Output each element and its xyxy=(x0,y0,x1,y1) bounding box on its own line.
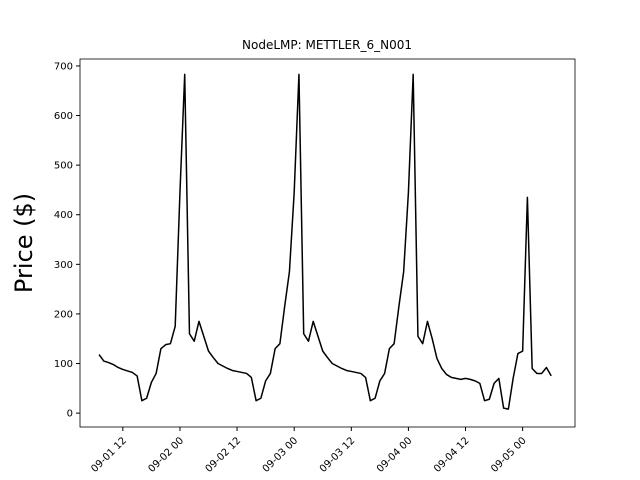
x-tick-label: 09-04 00 xyxy=(375,435,415,475)
x-tick-label: 09-04 12 xyxy=(432,435,472,475)
x-tick-label: 09-05 00 xyxy=(489,435,529,475)
x-tick-label: 09-03 12 xyxy=(318,435,358,475)
x-tick-label: 09-02 12 xyxy=(204,435,244,475)
y-tick-label: 200 xyxy=(54,309,73,320)
y-tick-label: 700 xyxy=(54,61,73,72)
x-tick-label: 09-01 12 xyxy=(89,435,129,475)
price-line xyxy=(98,73,552,410)
y-tick-label: 300 xyxy=(54,260,73,271)
y-tick-label: 400 xyxy=(54,210,73,221)
y-axis-label: Price ($) xyxy=(10,193,38,293)
y-tick-label: 500 xyxy=(54,161,73,172)
axes-frame xyxy=(79,58,576,428)
x-tick-label: 09-02 00 xyxy=(146,435,186,475)
y-tick-label: 100 xyxy=(54,359,73,370)
chart-title: NodeLMP: METTLER_6_N001 xyxy=(242,38,412,52)
y-tick-label: 0 xyxy=(67,409,73,420)
x-tick-label: 09-03 00 xyxy=(261,435,301,475)
y-tick-label: 600 xyxy=(54,111,73,122)
